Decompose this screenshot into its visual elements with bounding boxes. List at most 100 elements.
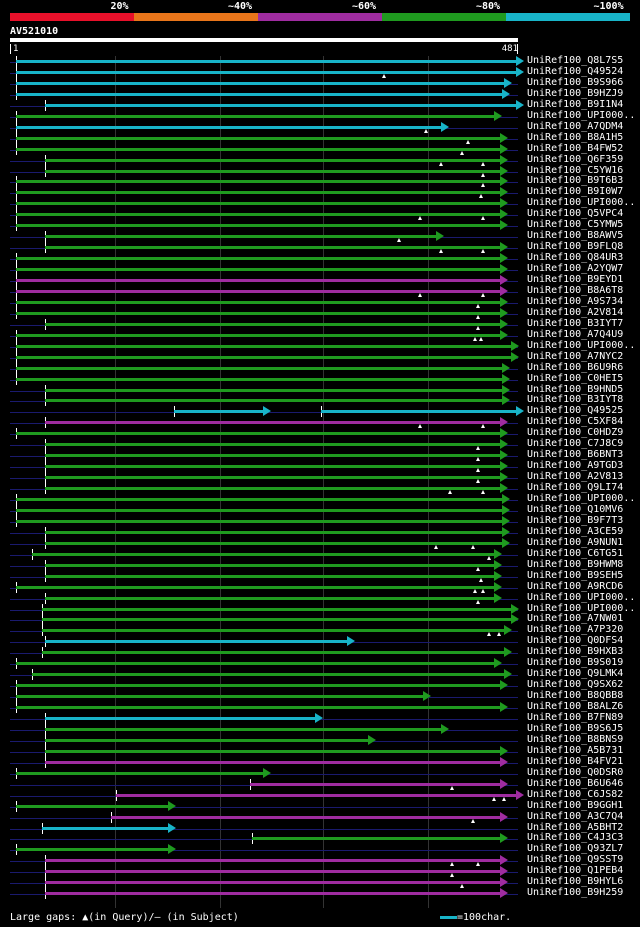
hit-label[interactable]: UniRef100_Q0DFS4 xyxy=(527,635,624,647)
hit-label[interactable]: UniRef100_B6BNT3 xyxy=(527,449,624,461)
hit-label[interactable]: UniRef100_B8A6T8 xyxy=(527,284,624,296)
hit-row[interactable]: UniRef100_B9I0W7 xyxy=(0,186,640,199)
hit-row[interactable]: UniRef100_B9I1N4 xyxy=(0,98,640,111)
hit-label[interactable]: UniRef100_B9EYD1 xyxy=(527,274,624,285)
hit-row[interactable]: UniRef100_A7P320 xyxy=(0,624,640,637)
hit-segment[interactable] xyxy=(16,213,501,217)
hit-label[interactable]: UniRef100_Q10MV6 xyxy=(527,503,624,515)
hit-row[interactable]: UniRef100_B6U646 xyxy=(0,777,640,790)
hit-label[interactable]: UniRef100_B3IYT8 xyxy=(527,394,624,406)
hit-segment[interactable] xyxy=(16,432,501,436)
hit-row[interactable]: UniRef100_B6U9R6 xyxy=(0,361,640,374)
hit-label[interactable]: UniRef100_Q9LI74 xyxy=(527,482,624,494)
hit-label[interactable]: UniRef100_B9I0W7 xyxy=(527,186,624,198)
hit-row[interactable]: UniRef100_B9T6B3 xyxy=(0,175,640,188)
hit-label[interactable]: UniRef100_Q8L7S5 xyxy=(527,55,624,66)
hit-row[interactable]: UniRef100_B9H259 xyxy=(0,887,640,900)
hit-segment[interactable] xyxy=(44,443,501,447)
hit-row[interactable]: UniRef100_B9S966 xyxy=(0,76,640,89)
hit-row[interactable]: UniRef100_A9RCD6 xyxy=(0,580,640,593)
hit-row[interactable]: UniRef100_A5B731 xyxy=(0,744,640,757)
hit-label[interactable]: UniRef100_B9GGH1 xyxy=(527,799,624,811)
hit-row[interactable]: UniRef100_A9TGD3 xyxy=(0,460,640,473)
hit-row[interactable]: UniRef100_Q49524 xyxy=(0,66,640,78)
hit-label[interactable]: UniRef100_B9HXB3 xyxy=(527,646,624,658)
hit-label[interactable]: UniRef100_B9T6B3 xyxy=(527,175,624,187)
hit-row[interactable]: UniRef100_C7J8C9 xyxy=(0,438,640,451)
hit-label[interactable]: UniRef100_UPI000.. xyxy=(527,197,636,209)
hit-label[interactable]: UniRef100_Q1PEB4 xyxy=(527,865,624,877)
hit-segment[interactable] xyxy=(16,125,442,129)
hit-row[interactable]: UniRef100_B9FLQ8 xyxy=(0,241,640,254)
hit-segment[interactable] xyxy=(16,81,505,85)
hit-label[interactable]: UniRef100_B9S966 xyxy=(527,76,624,88)
hit-label[interactable]: UniRef100_B6U9R6 xyxy=(527,361,624,373)
hit-label[interactable]: UniRef100_Q9SST9 xyxy=(527,854,624,866)
hit-label[interactable]: UniRef100_A7P320 xyxy=(527,624,624,636)
hit-row[interactable]: UniRef100_B8QBB8 xyxy=(0,690,640,703)
hit-segment[interactable] xyxy=(115,793,516,797)
hit-segment[interactable] xyxy=(16,662,494,666)
hit-row[interactable]: UniRef100_Q0DSR0 xyxy=(0,767,640,779)
hit-label[interactable]: UniRef100_Q9LMK4 xyxy=(527,668,624,680)
hit-label[interactable]: UniRef100_B8BNS9 xyxy=(527,733,624,745)
hit-label[interactable]: UniRef100_A5B731 xyxy=(527,744,624,756)
hit-label[interactable]: UniRef100_B8ALZ6 xyxy=(527,701,624,713)
hit-row[interactable]: UniRef100_A7Q4U9 xyxy=(0,329,640,341)
hit-segment[interactable] xyxy=(44,760,501,764)
hit-segment[interactable] xyxy=(44,158,501,162)
hit-row[interactable]: UniRef100_B8A6T8 xyxy=(0,284,640,297)
hit-label[interactable]: UniRef100_A5BHT2 xyxy=(527,821,624,833)
hit-label[interactable]: UniRef100_UPI000.. xyxy=(527,109,636,121)
hit-segment[interactable] xyxy=(16,180,501,184)
hit-row[interactable]: UniRef100_B9HWM8 xyxy=(0,558,640,571)
hit-segment[interactable] xyxy=(44,738,368,742)
hit-row[interactable]: UniRef100_B9EYD1 xyxy=(0,274,640,286)
hit-segment[interactable] xyxy=(44,322,501,326)
hit-segment[interactable] xyxy=(44,246,501,250)
hit-label[interactable]: UniRef100_B9HWM8 xyxy=(527,558,624,570)
hit-row[interactable]: UniRef100_Q0DFS4 xyxy=(0,635,640,648)
hit-segment[interactable] xyxy=(44,596,494,600)
hit-row[interactable]: UniRef100_C6JS82 xyxy=(0,788,640,801)
hit-segment[interactable] xyxy=(42,826,169,830)
hit-label[interactable]: UniRef100_C0HDZ9 xyxy=(527,427,624,439)
hit-segment[interactable] xyxy=(16,224,501,228)
hit-label[interactable]: UniRef100_A9RCD6 xyxy=(527,580,624,592)
hit-segment[interactable] xyxy=(16,300,501,304)
hit-row[interactable]: UniRef100_A2V813 xyxy=(0,471,640,484)
hit-label[interactable]: UniRef100_C7J8C9 xyxy=(527,438,624,450)
hit-segment[interactable] xyxy=(44,870,501,874)
hit-segment[interactable] xyxy=(16,695,423,699)
hit-segment[interactable] xyxy=(42,607,511,611)
hit-label[interactable]: UniRef100_B9H259 xyxy=(527,887,624,899)
hit-label[interactable]: UniRef100_C6JS82 xyxy=(527,788,624,800)
hit-label[interactable]: UniRef100_Q93ZL7 xyxy=(527,843,624,855)
hit-row[interactable]: UniRef100_A3CE59 xyxy=(0,526,640,538)
hit-label[interactable]: UniRef100_UPI000.. xyxy=(527,591,636,603)
hit-segment[interactable] xyxy=(16,333,501,337)
hit-row[interactable]: UniRef100_UPI000.. xyxy=(0,109,640,122)
hit-segment[interactable] xyxy=(173,410,263,414)
hit-row[interactable]: UniRef100_B9GGH1 xyxy=(0,799,640,812)
hit-row[interactable]: UniRef100_UPI000.. xyxy=(0,591,640,604)
hit-segment[interactable] xyxy=(16,366,503,370)
hit-label[interactable]: UniRef100_B4FW52 xyxy=(527,142,624,154)
hit-label[interactable]: UniRef100_A3C7Q4 xyxy=(527,810,624,822)
hit-label[interactable]: UniRef100_Q49525 xyxy=(527,405,624,417)
hit-row[interactable]: UniRef100_B8ALZ6 xyxy=(0,701,640,714)
hit-segment[interactable] xyxy=(16,848,169,852)
hit-row[interactable]: UniRef100_A2YQW7 xyxy=(0,263,640,276)
hit-label[interactable]: UniRef100_A7QDM4 xyxy=(527,120,624,132)
hit-segment[interactable] xyxy=(42,629,505,633)
hit-segment[interactable] xyxy=(16,114,494,118)
hit-segment[interactable] xyxy=(16,289,501,293)
hit-label[interactable]: UniRef100_B6U646 xyxy=(527,777,624,789)
hit-row[interactable]: UniRef100_B9HYL6 xyxy=(0,876,640,889)
hit-label[interactable]: UniRef100_B9I1N4 xyxy=(527,98,624,110)
hit-label[interactable]: UniRef100_A2YQW7 xyxy=(527,263,624,275)
hit-label[interactable]: UniRef100_B9S6J5 xyxy=(527,722,624,734)
hit-label[interactable]: UniRef100_C4J3C3 xyxy=(527,832,624,844)
hit-label[interactable]: UniRef100_B8A1H5 xyxy=(527,131,624,143)
hit-row[interactable]: UniRef100_C5YMW5 xyxy=(0,219,640,232)
